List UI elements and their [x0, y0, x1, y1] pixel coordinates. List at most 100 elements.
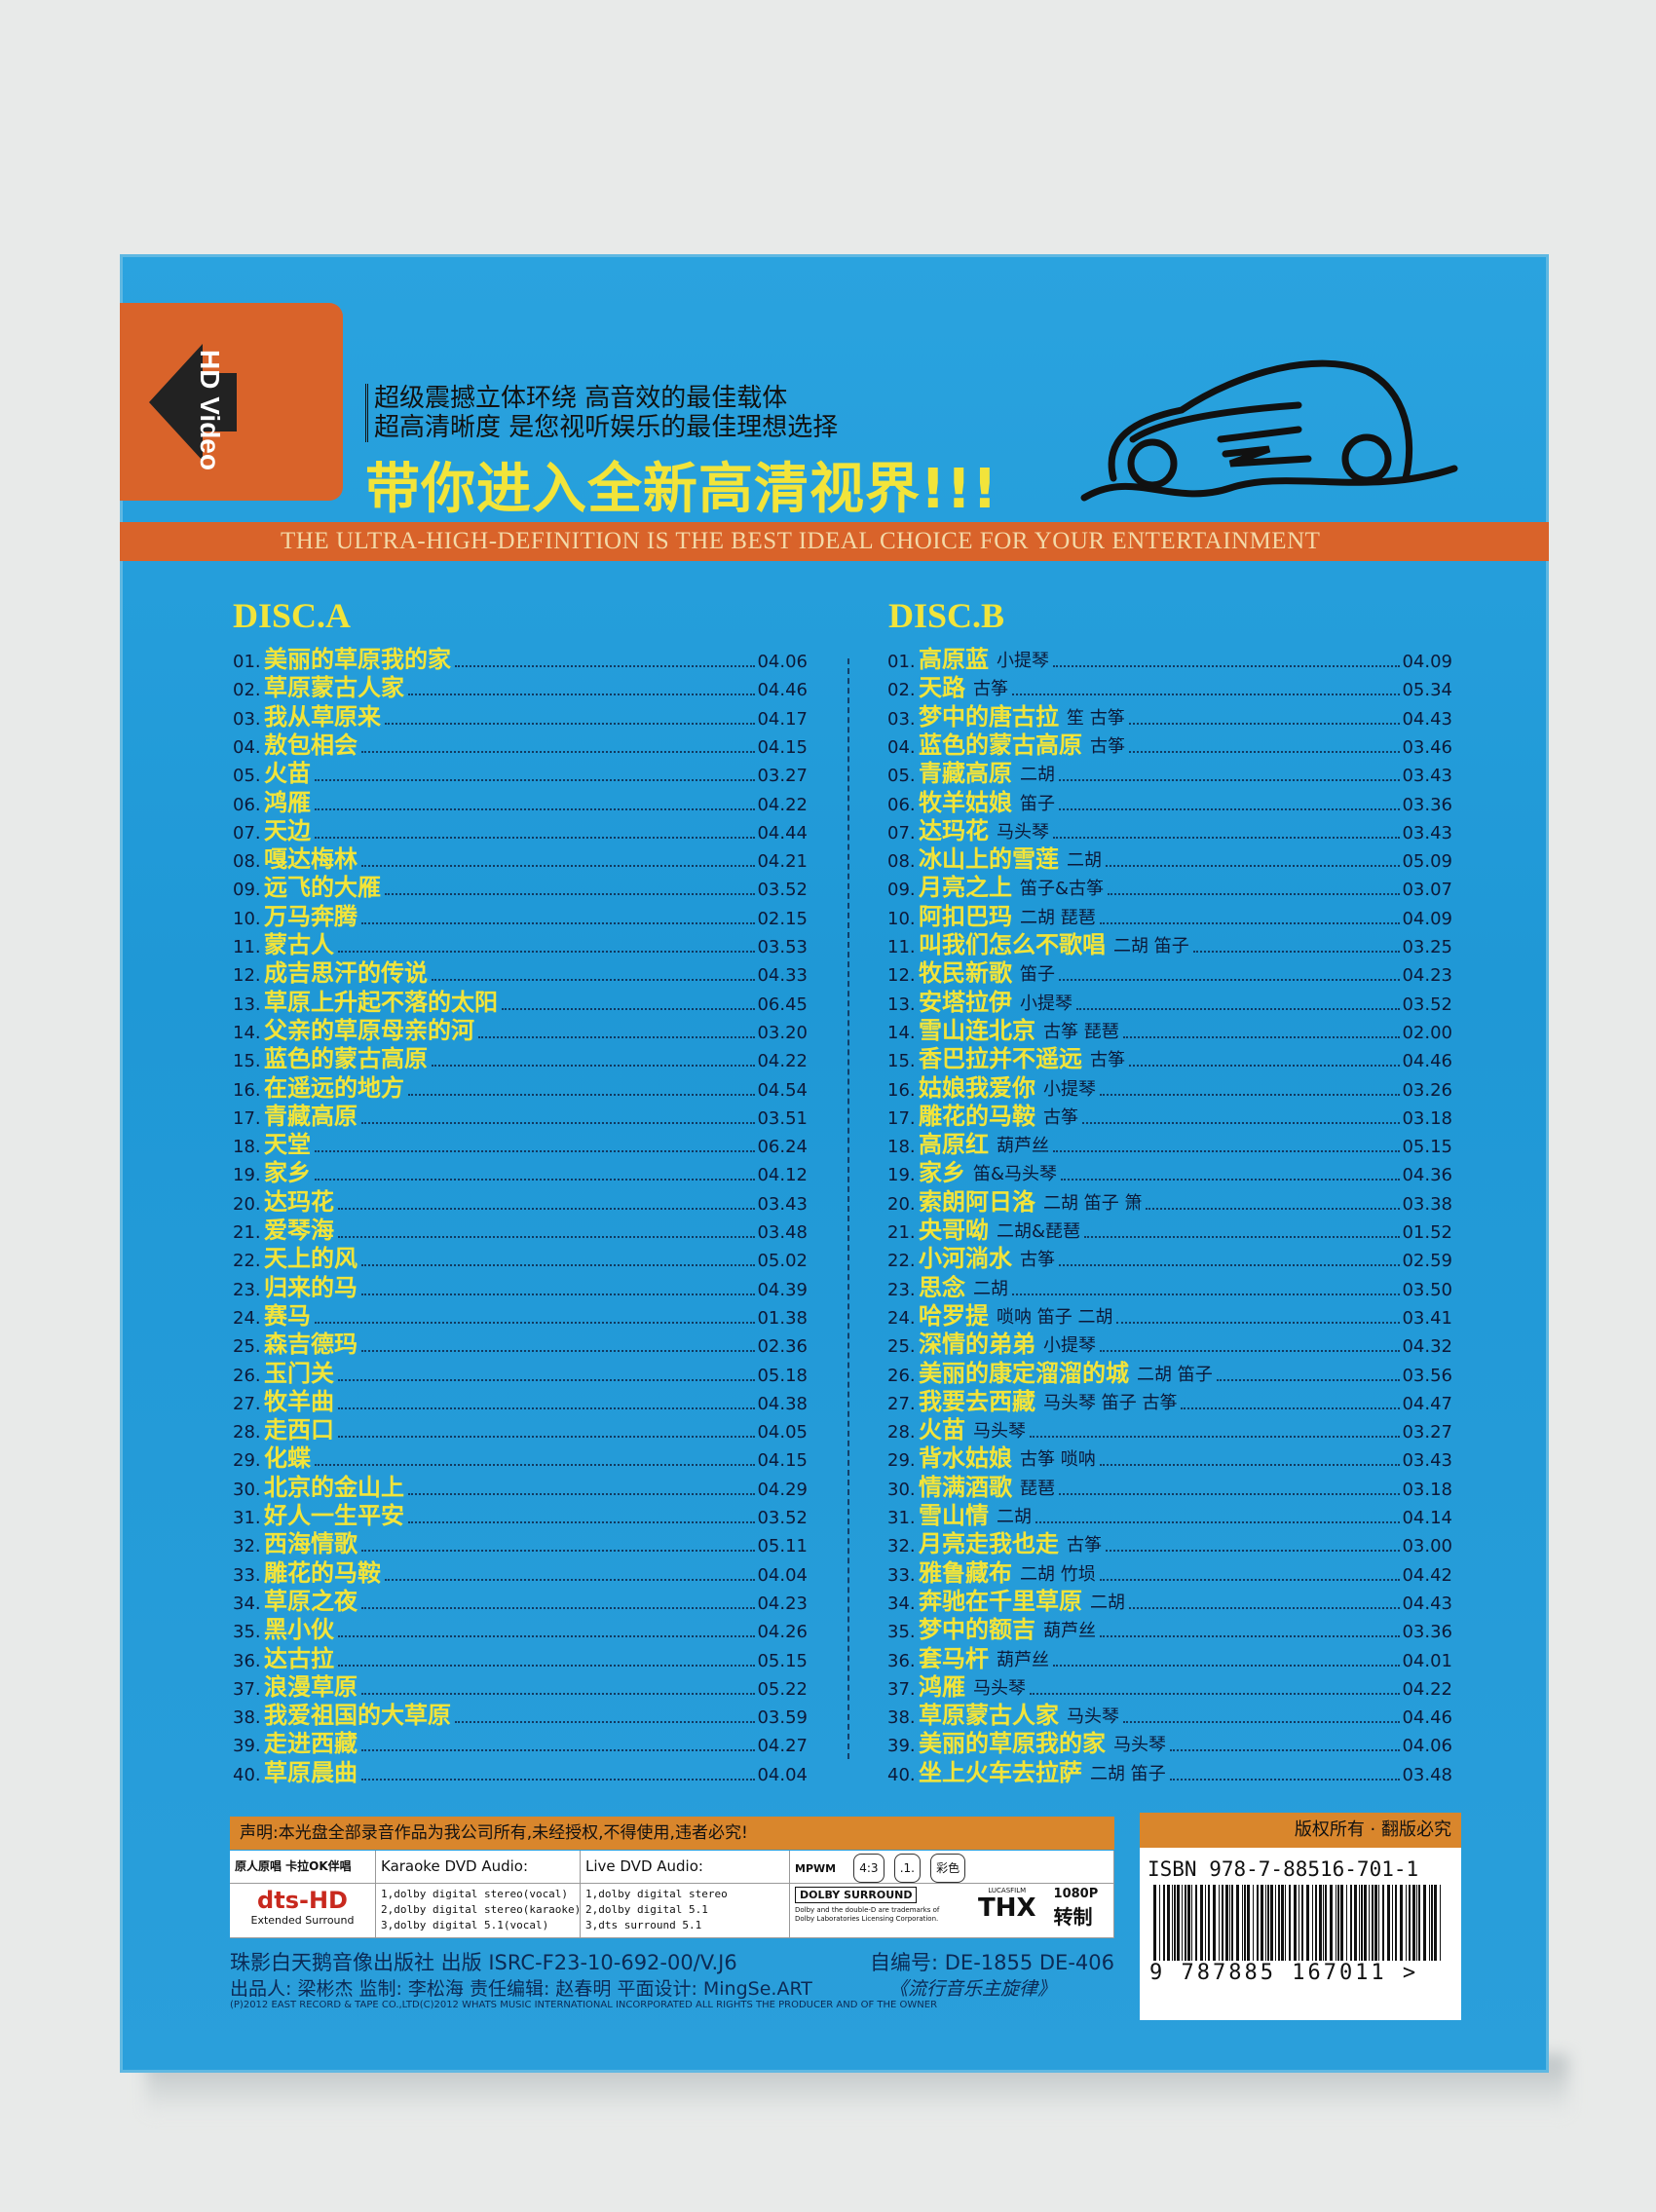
track-title: 家乡: [264, 1159, 311, 1187]
spec-live-header: Live DVD Audio:: [581, 1851, 790, 1884]
track-number: 12.: [233, 965, 261, 987]
track-title: 成吉思汗的传说: [264, 959, 428, 988]
track-number: 06.: [233, 794, 261, 815]
track-duration: 04.05: [757, 1422, 808, 1443]
track-number: 32.: [887, 1536, 916, 1557]
track-title: 火苗: [919, 1416, 965, 1444]
leader-dots: [478, 1035, 756, 1038]
track-title: 家乡: [919, 1159, 965, 1187]
dvd-back-cover: HD Video 超级震撼立体环绕 高音效的最佳载体 超高清晰度 是您视听娱乐的…: [120, 254, 1549, 2073]
track-row: 13. 安塔拉伊 小提琴 03.52: [887, 987, 1452, 1015]
track-duration: 04.42: [1402, 1564, 1452, 1586]
leader-dots: [1061, 1179, 1401, 1181]
track-instrument: 古筝: [1090, 735, 1125, 757]
leader-dots: [1216, 1378, 1401, 1381]
leader-dots: [1108, 893, 1401, 896]
track-duration: 03.18: [1402, 1479, 1452, 1500]
leader-dots: [1106, 1550, 1401, 1553]
track-instrument: 葫芦丝: [1043, 1621, 1096, 1642]
track-duration: 03.43: [757, 1193, 808, 1215]
barcode-bar: [1369, 1885, 1370, 1961]
track-instrument: 古筝: [1043, 1106, 1078, 1128]
barcode-bar: [1253, 1885, 1254, 1961]
barcode-bar: [1416, 1885, 1417, 1961]
barcode-bar: [1406, 1885, 1407, 1961]
track-title: 叫我们怎么不歌唱: [919, 931, 1106, 958]
track-duration: 03.00: [1402, 1536, 1452, 1557]
track-number: 03.: [233, 708, 261, 730]
barcode-bar: [1392, 1885, 1393, 1961]
track-title: 情满酒歌: [919, 1473, 1012, 1501]
barcode-bar: [1418, 1885, 1420, 1961]
track-instrument: 笛子&古筝: [1020, 879, 1105, 900]
track-row: 35. 黑小伙 04.26: [233, 1614, 808, 1642]
track-duration: 04.36: [1402, 1165, 1452, 1186]
track-title: 高原红: [919, 1131, 989, 1159]
track-title: 阿扣巴玛: [919, 902, 1012, 930]
track-duration: 05.15: [757, 1650, 808, 1671]
barcode-bar: [1306, 1885, 1309, 1961]
track-row: 04. 蓝色的蒙古高原 古筝 03.46: [887, 730, 1452, 758]
track-title: 火苗: [264, 760, 311, 788]
track-number: 04.: [233, 736, 261, 758]
track-number: 26.: [233, 1365, 261, 1386]
track-duration: 03.18: [1402, 1107, 1452, 1129]
track-title: 在遥远的地方: [264, 1073, 404, 1102]
track-number: 34.: [887, 1593, 916, 1614]
track-row: 11. 叫我们怎么不歌唱 二胡 笛子 03.25: [887, 929, 1452, 957]
track-duration: 02.59: [1402, 1251, 1452, 1272]
track-number: 08.: [887, 851, 916, 873]
track-row: 20. 索朗阿日洛 二胡 笛子 箫 03.38: [887, 1186, 1452, 1215]
track-row: 14. 雪山连北京 古筝 琵琶 02.00: [887, 1015, 1452, 1043]
track-duration: 03.43: [1402, 766, 1452, 787]
track-duration: 03.36: [1402, 1622, 1452, 1643]
track-number: 20.: [887, 1193, 916, 1215]
track-number: 21.: [233, 1222, 261, 1243]
track-row: 18. 天堂 06.24: [233, 1129, 808, 1157]
barcode-bar: [1200, 1885, 1203, 1961]
barcode-bar: [1174, 1885, 1176, 1961]
leader-dots: [1082, 1121, 1401, 1124]
live-line: 3,dts surround 5.1: [585, 1919, 702, 1931]
barcode-bar: [1409, 1885, 1411, 1961]
track-duration: 03.48: [757, 1222, 808, 1243]
leader-dots: [361, 865, 756, 868]
track-duration: 04.29: [757, 1479, 808, 1500]
track-instrument: 二胡 笛子: [1113, 936, 1189, 956]
track-duration: 04.09: [1402, 652, 1452, 672]
track-duration: 04.01: [1402, 1650, 1452, 1671]
track-title: 月亮走我也走: [919, 1530, 1059, 1558]
track-title: 央哥呦: [919, 1217, 989, 1244]
barcode-bar: [1337, 1885, 1339, 1961]
arrow-left-icon: [149, 344, 237, 461]
barcode-bar: [1236, 1885, 1239, 1961]
track-instrument: 二胡 笛子: [1090, 1763, 1166, 1784]
track-title: 美丽的康定溜溜的城: [919, 1359, 1129, 1387]
track-row: 26. 美丽的康定溜溜的城 二胡 笛子 03.56: [887, 1358, 1452, 1386]
track-row: 32. 西海情歌 05.11: [233, 1528, 808, 1556]
track-row: 17. 青藏高原 03.51: [233, 1101, 808, 1129]
track-instrument: 马头琴: [1113, 1735, 1166, 1756]
leader-dots: [408, 1492, 756, 1495]
track-title: 走进西藏: [264, 1730, 358, 1758]
region-badge: .1.: [893, 1854, 921, 1883]
track-title: 思念: [919, 1273, 965, 1301]
track-title: 黑小伙: [264, 1616, 334, 1644]
leader-dots: [1128, 722, 1401, 725]
track-number: 37.: [233, 1678, 261, 1700]
track-row: 16. 姑娘我爱你 小提琴 03.26: [887, 1072, 1452, 1101]
barcode-bar: [1359, 1885, 1360, 1961]
thx-logo: THX: [978, 1893, 1036, 1923]
track-title: 远飞的大雁: [264, 874, 381, 902]
dolby-note: Dolby and the double-D are trademarks of…: [795, 1906, 940, 1923]
track-duration: 04.22: [757, 1051, 808, 1072]
barcode-bar: [1374, 1885, 1377, 1961]
leader-dots: [1099, 1464, 1401, 1467]
track-title: 梦中的唐古拉: [919, 702, 1059, 731]
leader-dots: [385, 893, 756, 896]
barcode-bar: [1187, 1885, 1190, 1961]
track-row: 31. 好人一生平安 03.52: [233, 1500, 808, 1528]
leader-dots: [1053, 1664, 1401, 1667]
track-number: 09.: [887, 880, 916, 901]
track-duration: 04.54: [757, 1079, 808, 1101]
